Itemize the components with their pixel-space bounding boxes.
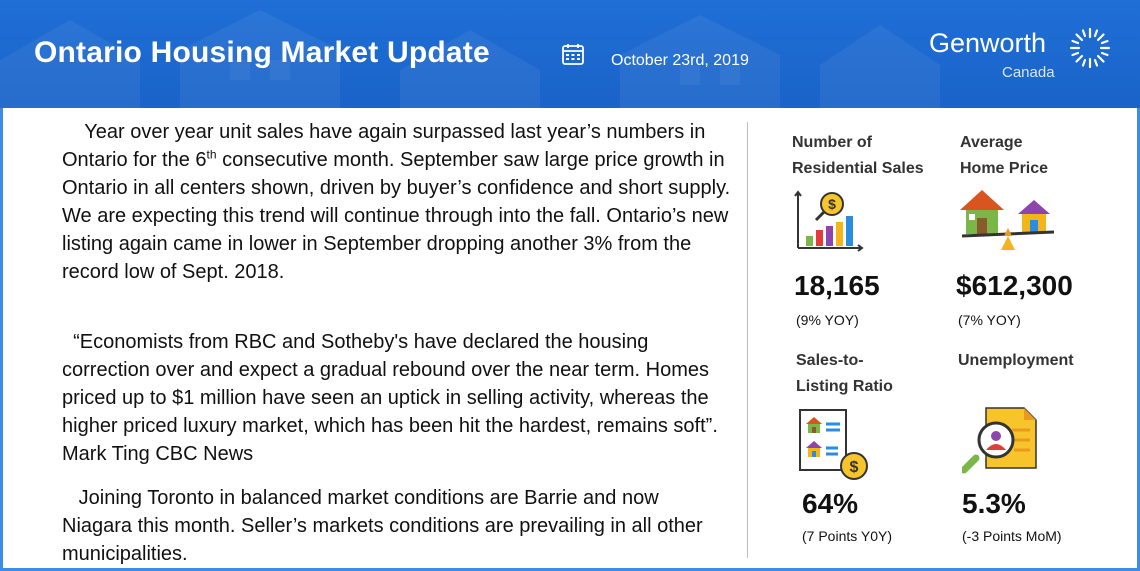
calendar-icon xyxy=(562,44,584,65)
brand-subtitle: Canada xyxy=(1002,64,1055,81)
stat-label-line: Average xyxy=(960,134,1023,151)
article-paragraph-markets: Joining Toronto in balanced market condi… xyxy=(62,484,732,568)
houses-on-scale-icon xyxy=(960,190,1055,250)
header-skyline-background xyxy=(0,10,940,108)
svg-text:$: $ xyxy=(828,196,836,212)
ordinal-suffix: th xyxy=(206,147,217,162)
page-title: Ontario Housing Market Update xyxy=(34,36,490,69)
frame-border-left xyxy=(0,108,3,571)
stat-sales-listing-label: Sales-to- Listing Ratio xyxy=(796,348,893,400)
bar-chart-magnifier-icon: $ xyxy=(794,190,864,252)
resume-magnifier-icon xyxy=(962,407,1037,474)
stat-unemployment-label: Unemployment xyxy=(958,348,1074,374)
frame-border-right xyxy=(1137,108,1140,571)
stat-residential-sales-change: (9% YOY) xyxy=(796,312,859,328)
article-paragraph-quote-text: “Economists from RBC and Sotheby's have … xyxy=(62,331,718,465)
stat-label-line: Home Price xyxy=(960,160,1049,177)
genworth-sunburst-logo xyxy=(1069,27,1111,69)
stat-label-line: Sales-to- xyxy=(796,352,864,369)
stat-label-line: Unemployment xyxy=(958,352,1074,369)
svg-text:$: $ xyxy=(850,459,859,476)
article-paragraph-sales-text-cont: consecutive month. September saw large p… xyxy=(62,149,731,283)
article-paragraph-quote: “Economists from RBC and Sotheby's have … xyxy=(62,328,732,468)
report-date: October 23rd, 2019 xyxy=(611,52,749,69)
frame-border-bottom xyxy=(0,568,1140,571)
article-paragraph-sales: Year over year unit sales have again sur… xyxy=(62,118,732,286)
article-paragraph-markets-text: Joining Toronto in balanced market condi… xyxy=(62,487,703,565)
stat-label-line: Number of xyxy=(792,134,872,151)
stat-home-price-value: $612,300 xyxy=(956,270,1073,301)
stat-label-line: Listing Ratio xyxy=(796,378,893,395)
stat-sales-listing-value: 64% xyxy=(802,488,859,519)
column-divider xyxy=(747,122,748,558)
stat-home-price-change: (7% YOY) xyxy=(958,312,1021,328)
stat-label-line: Residential Sales xyxy=(792,160,924,177)
stat-residential-sales-value: 18,165 xyxy=(794,270,880,301)
header-banner: Ontario Housing Market Update October 23… xyxy=(0,0,1140,108)
stat-unemployment-value: 5.3% xyxy=(962,488,1026,519)
stat-residential-sales-label: Number of Residential Sales xyxy=(792,130,924,182)
article-paragraph-sales-text: Year over year unit sales have again sur… xyxy=(62,121,706,171)
brand-name: Genworth xyxy=(929,28,1047,58)
stat-home-price-label: Average Home Price xyxy=(960,130,1048,182)
stat-sales-listing-change: (7 Points Y0Y) xyxy=(802,528,893,544)
listing-document-dollar-icon: $ xyxy=(799,409,868,480)
stat-unemployment-change: (-3 Points MoM) xyxy=(962,528,1062,544)
